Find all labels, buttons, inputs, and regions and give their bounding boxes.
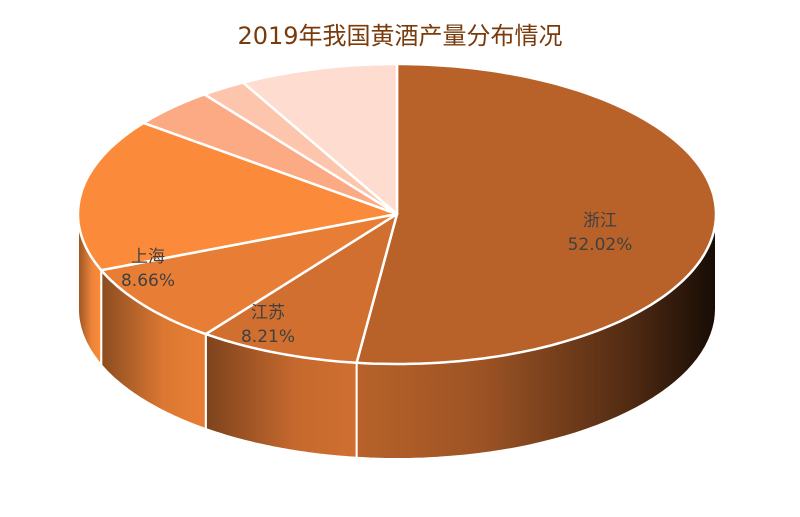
pie-slice-上海[interactable]: [99, 212, 399, 336]
data-label-name: 上海: [131, 247, 165, 267]
data-label-name: 浙江: [583, 211, 617, 231]
pie-slice-江苏[interactable]: [204, 212, 399, 365]
pie-sides: [77, 213, 717, 461]
pie-labels: 浙江 52.02% 江苏 8.21% 上海 8.66%: [121, 211, 632, 347]
data-label-value: 52.02%: [568, 235, 633, 255]
pie-slice-other-3[interactable]: [76, 121, 399, 272]
pie-tops: [76, 62, 718, 366]
pie-slice-浙江[interactable]: [355, 62, 718, 366]
pie-slice-other-5[interactable]: [203, 81, 399, 216]
data-label-name: 江苏: [251, 303, 285, 323]
pie-slice-other-4[interactable]: [142, 93, 399, 216]
data-label-value: 8.66%: [121, 271, 175, 291]
chart-title: 2019年我国黄酒产量分布情况: [237, 22, 563, 50]
pie-slice-other-6[interactable]: [241, 62, 399, 216]
data-label-value: 8.21%: [241, 327, 295, 347]
